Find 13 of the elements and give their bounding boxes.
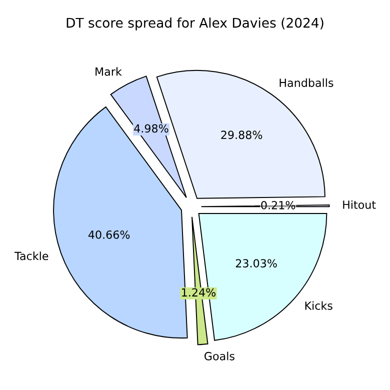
data-label: 40.66% [88, 230, 130, 239]
slice-label: Tackle [14, 252, 48, 260]
slice-label: Kicks [305, 301, 332, 310]
slice-label: Mark [96, 67, 122, 76]
data-label: 23.03% [236, 259, 277, 268]
slice-label: Hitout [343, 200, 376, 209]
data-label: 4.98% [134, 124, 168, 133]
data-label: 29.88% [221, 130, 262, 140]
chart-title: DT score spread for Alex Davies (2024) [66, 18, 324, 30]
slice-label: Handballs [280, 78, 334, 87]
data-label: 0.21% [261, 200, 296, 210]
slice-label: Goals [204, 352, 234, 360]
data-label: 1.24% [182, 288, 216, 297]
